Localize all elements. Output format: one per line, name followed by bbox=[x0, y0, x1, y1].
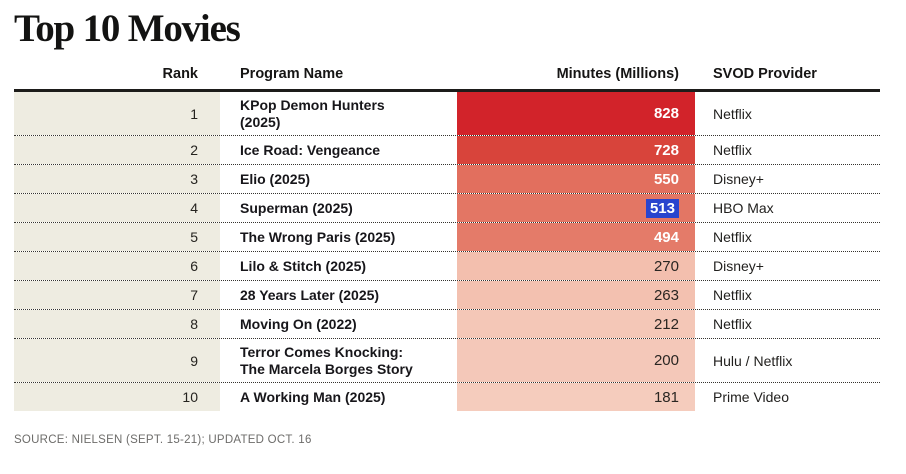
program-name-cell: Terror Comes Knocking: The Marcela Borge… bbox=[220, 339, 457, 382]
minutes-value: 212 bbox=[653, 315, 679, 333]
rank-cell: 5 bbox=[14, 223, 220, 251]
program-name-cell: The Wrong Paris (2025) bbox=[220, 223, 457, 251]
table-row: 4 Superman (2025) 513 HBO Max bbox=[14, 193, 880, 222]
rank-cell: 9 bbox=[14, 339, 220, 382]
column-header-provider: SVOD Provider bbox=[713, 66, 817, 82]
table-row: 2 Ice Road: Vengeance 728 Netflix bbox=[14, 135, 880, 164]
minutes-cell: 200 bbox=[457, 339, 695, 382]
minutes-value: 181 bbox=[653, 388, 679, 406]
program-name: Moving On (2022) bbox=[240, 315, 357, 332]
provider-cell: Netflix bbox=[713, 316, 752, 332]
program-name: Superman (2025) bbox=[240, 199, 353, 216]
table-body: 1 KPop Demon Hunters (2025) 828 Netflix … bbox=[14, 92, 880, 411]
provider-cell: Disney+ bbox=[713, 171, 764, 187]
program-name-cell: Lilo & Stitch (2025) bbox=[220, 252, 457, 280]
source-note: SOURCE: NIELSEN (SEPT. 15-21); UPDATED O… bbox=[14, 434, 312, 446]
rank-cell: 4 bbox=[14, 194, 220, 222]
minutes-value: 494 bbox=[653, 228, 679, 246]
table-row: 1 KPop Demon Hunters (2025) 828 Netflix bbox=[14, 92, 880, 135]
selected-minutes-value[interactable]: 513 bbox=[645, 198, 679, 218]
rank-cell: 7 bbox=[14, 281, 220, 309]
program-name-cell: A Working Man (2025) bbox=[220, 383, 457, 411]
minutes-value: 728 bbox=[653, 141, 679, 159]
minutes-value: 200 bbox=[653, 352, 679, 369]
minutes-cell: 270 bbox=[457, 252, 695, 280]
column-header-rank: Rank bbox=[162, 66, 198, 82]
rank-cell: 8 bbox=[14, 310, 220, 338]
program-name-cell: KPop Demon Hunters (2025) bbox=[220, 92, 457, 135]
provider-cell: Netflix bbox=[713, 105, 752, 122]
minutes-cell: 181 bbox=[457, 383, 695, 411]
program-name-cell: Elio (2025) bbox=[220, 165, 457, 193]
minutes-cell: 550 bbox=[457, 165, 695, 193]
program-name: Ice Road: Vengeance bbox=[240, 141, 381, 158]
minutes-cell: 513 bbox=[457, 194, 695, 222]
table-row: 10 A Working Man (2025) 181 Prime Video bbox=[14, 382, 880, 411]
rank-cell: 6 bbox=[14, 252, 220, 280]
program-name: KPop Demon Hunters (2025) bbox=[240, 97, 385, 130]
provider-cell: Hulu / Netflix bbox=[713, 352, 793, 369]
movies-table: Rank Program Name Minutes (Millions) SVO… bbox=[14, 66, 880, 411]
table-row: 9 Terror Comes Knocking: The Marcela Bor… bbox=[14, 338, 880, 382]
provider-cell: Netflix bbox=[713, 142, 752, 158]
program-name: The Wrong Paris (2025) bbox=[240, 228, 396, 245]
program-name-cell: Superman (2025) bbox=[220, 194, 457, 222]
minutes-cell: 212 bbox=[457, 310, 695, 338]
minutes-value: 828 bbox=[653, 105, 679, 122]
rank-cell: 1 bbox=[14, 92, 220, 135]
minutes-cell: 728 bbox=[457, 136, 695, 164]
rank-cell: 2 bbox=[14, 136, 220, 164]
column-header-program: Program Name bbox=[240, 66, 344, 82]
table-row: 6 Lilo & Stitch (2025) 270 Disney+ bbox=[14, 251, 880, 280]
program-name: 28 Years Later (2025) bbox=[240, 286, 380, 303]
table-row: 8 Moving On (2022) 212 Netflix bbox=[14, 309, 880, 338]
table-row: 5 The Wrong Paris (2025) 494 Netflix bbox=[14, 222, 880, 251]
provider-cell: Netflix bbox=[713, 287, 752, 303]
program-name-cell: Moving On (2022) bbox=[220, 310, 457, 338]
table-header: Rank Program Name Minutes (Millions) SVO… bbox=[14, 66, 880, 92]
program-name: A Working Man (2025) bbox=[240, 388, 386, 405]
provider-cell: HBO Max bbox=[713, 200, 774, 216]
column-header-minutes: Minutes (Millions) bbox=[556, 66, 679, 82]
minutes-cell: 828 bbox=[457, 92, 695, 135]
provider-cell: Prime Video bbox=[713, 389, 790, 405]
program-name: Lilo & Stitch (2025) bbox=[240, 257, 367, 274]
table-row: 3 Elio (2025) 550 Disney+ bbox=[14, 164, 880, 193]
infographic: Top 10 Movies Rank Program Name Minutes … bbox=[14, 7, 880, 446]
minutes-value: 263 bbox=[653, 286, 679, 304]
program-name-cell: 28 Years Later (2025) bbox=[220, 281, 457, 309]
provider-cell: Disney+ bbox=[713, 258, 764, 274]
rank-cell: 10 bbox=[14, 383, 220, 411]
program-name: Elio (2025) bbox=[240, 170, 311, 187]
program-name: Terror Comes Knocking: The Marcela Borge… bbox=[240, 344, 413, 377]
provider-cell: Netflix bbox=[713, 229, 752, 245]
page-title: Top 10 Movies bbox=[14, 7, 241, 50]
table-row: 7 28 Years Later (2025) 263 Netflix bbox=[14, 280, 880, 309]
program-name-cell: Ice Road: Vengeance bbox=[220, 136, 457, 164]
minutes-cell: 263 bbox=[457, 281, 695, 309]
minutes-value: 270 bbox=[653, 257, 679, 275]
rank-cell: 3 bbox=[14, 165, 220, 193]
minutes-cell: 494 bbox=[457, 223, 695, 251]
minutes-value: 550 bbox=[653, 170, 679, 188]
